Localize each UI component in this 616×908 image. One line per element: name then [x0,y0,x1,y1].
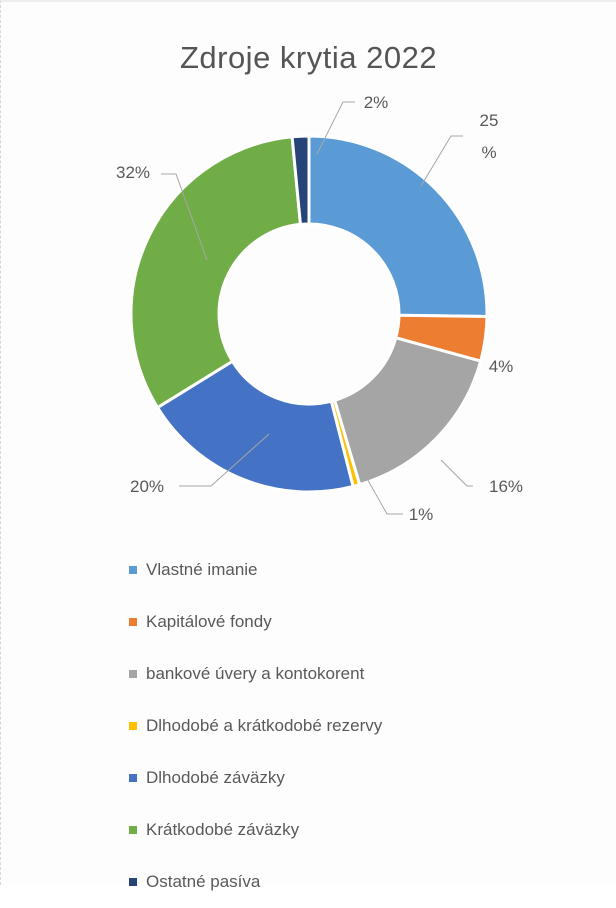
data-label-1: 25% [480,111,499,162]
legend-swatch [129,722,137,730]
legend-item-2: Kapitálové fondy [129,596,382,648]
legend-item-7: Ostatné pasíva [129,856,382,908]
legend-swatch [129,826,137,834]
doughnut-chart: 25 % 4% 16% 1% 20% 32% 2% [116,93,523,524]
leader-line-7 [316,101,355,155]
legend-label: bankové úvery a kontokorent [146,664,365,683]
chart-legend: Vlastné imanie Kapitálové fondy bankové úv… [129,544,382,908]
legend-label: Krátkodobé záväzky [146,820,300,839]
legend-label: Dlhodobé a krátkodobé rezervy [146,716,383,735]
data-label-3: 16% [489,477,523,496]
legend-swatch [129,670,137,678]
legend-swatch [129,774,137,782]
slice-5 [155,359,355,494]
data-label-7: 2% [364,93,389,112]
legend-label: Kapitálové fondy [146,612,272,631]
legend-label: Vlastné imanie [146,560,258,579]
leader-line-5 [179,433,270,487]
leader-line-1 [420,135,463,187]
legend-label: Ostatné pasíva [146,872,261,891]
legend-label: Dlhodobé záväzky [146,768,285,787]
slice-1 [307,134,489,319]
legend-item-4: Dlhodobé a krátkodobé rezervy [129,700,382,752]
legend-item-5: Dlhodobé záväzky [129,752,382,804]
leader-line-6 [161,173,208,261]
legend-swatch [129,618,137,626]
data-label-4: 1% [409,505,434,524]
data-label-2: 4% [489,357,514,376]
legend-item-3: bankové úvery a kontokorent [129,648,382,700]
legend-item-1: Vlastné imanie [129,544,382,596]
legend-swatch [129,566,137,574]
slice-6 [129,135,303,410]
chart-title: Zdroje krytia 2022 [179,40,438,75]
slice-3 [332,335,483,487]
data-label-6: 32% [116,163,150,182]
slice-7 [290,134,311,227]
leader-line-3 [440,459,473,487]
leader-line-4 [360,467,403,515]
data-label-5: 20% [130,477,164,496]
legend-swatch [129,878,137,886]
legend-item-6: Krátkodobé záväzky [129,804,382,856]
